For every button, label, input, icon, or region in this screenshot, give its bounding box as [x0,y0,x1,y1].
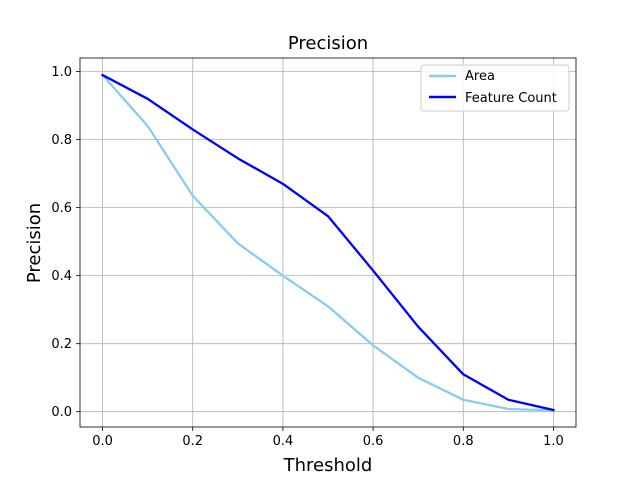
y-tick-label: 0.8 [51,133,72,148]
series-line-area [100,73,555,412]
legend: Area Feature Count [420,64,570,112]
y-tick-label: 0.4 [51,269,72,284]
x-tick-label: 0.4 [273,434,294,449]
x-axis-title: Threshold [283,455,373,476]
x-tick-label: 0.2 [182,434,203,449]
y-tick-label: 1.0 [51,65,72,80]
legend-box [420,64,570,112]
legend-label-feature-count: Feature Count [465,91,557,106]
x-tick-label: 0.0 [92,434,113,449]
legend-label-area: Area [465,69,495,84]
y-tick-label: 0.6 [51,201,72,216]
series-line-feature-count [100,73,555,412]
series-layer [100,73,555,412]
x-tick-label: 0.8 [453,434,474,449]
y-tick-label: 0.2 [51,337,72,352]
grid-layer [80,58,576,427]
plot-frame [79,57,577,428]
tick-layer: 0.0 0.2 0.4 0.6 0.8 1.0 0.0 0.2 0.4 0.6 0.8 1.0 [51,65,563,449]
x-tick-label: 0.6 [363,434,384,449]
chart-title: Precision [288,33,368,54]
y-tick-label: 0.0 [51,405,72,420]
x-tick-label: 1.0 [543,434,564,449]
y-axis-title: Precision [24,203,45,283]
